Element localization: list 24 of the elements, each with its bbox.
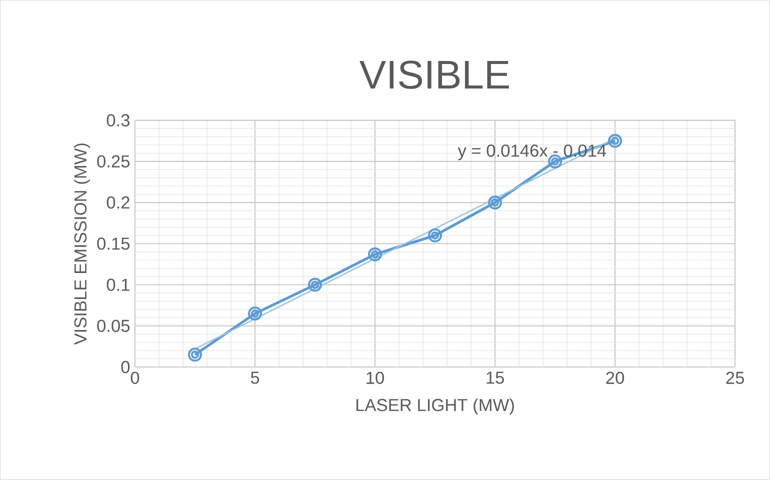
point (488, 196, 502, 210)
x-axis-title: LASER LIGHT (MW) (356, 398, 514, 415)
x-tick-label: 5 (250, 372, 260, 384)
y-tick-label: 0 (121, 360, 130, 374)
y-tick-label: 0.05 (97, 320, 130, 332)
point (248, 306, 262, 321)
y-tick-label: 0.3 (106, 114, 130, 126)
chart-title: VISIBLE (360, 60, 509, 89)
x-tick-label: 25 (726, 372, 744, 384)
point (428, 228, 442, 242)
x-tick-label: 0 (130, 372, 140, 384)
point (368, 247, 382, 262)
point (548, 154, 562, 168)
y-axis-title: VISIBLE EMISSION (MW) (74, 144, 90, 345)
y-tick-label: 0.25 (97, 155, 130, 168)
point (188, 348, 202, 362)
y-tick-label: 0.15 (97, 238, 130, 250)
y-tick-label: 0.1 (106, 278, 130, 291)
y-tick-label: 0.2 (106, 196, 130, 209)
point (608, 134, 622, 148)
point (308, 278, 322, 292)
x-tick-label: 20 (606, 372, 624, 384)
x-tick-label: 10 (366, 372, 384, 384)
x-tick-label: 15 (486, 372, 504, 384)
